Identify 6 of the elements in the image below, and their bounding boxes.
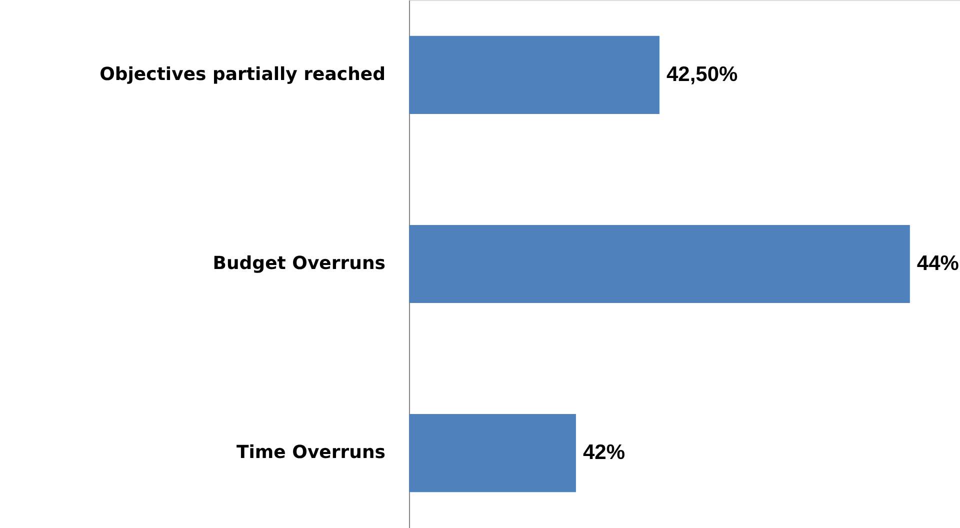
y-tick-label: Time Overruns [236,442,386,464]
data-label: 42,50% [666,62,738,86]
data-label: 44% [916,252,960,275]
y-tick-label: Objectives partially reached [100,64,386,85]
y-tick-label: Budget Overruns [212,253,386,274]
data-label: 42% [582,441,626,464]
